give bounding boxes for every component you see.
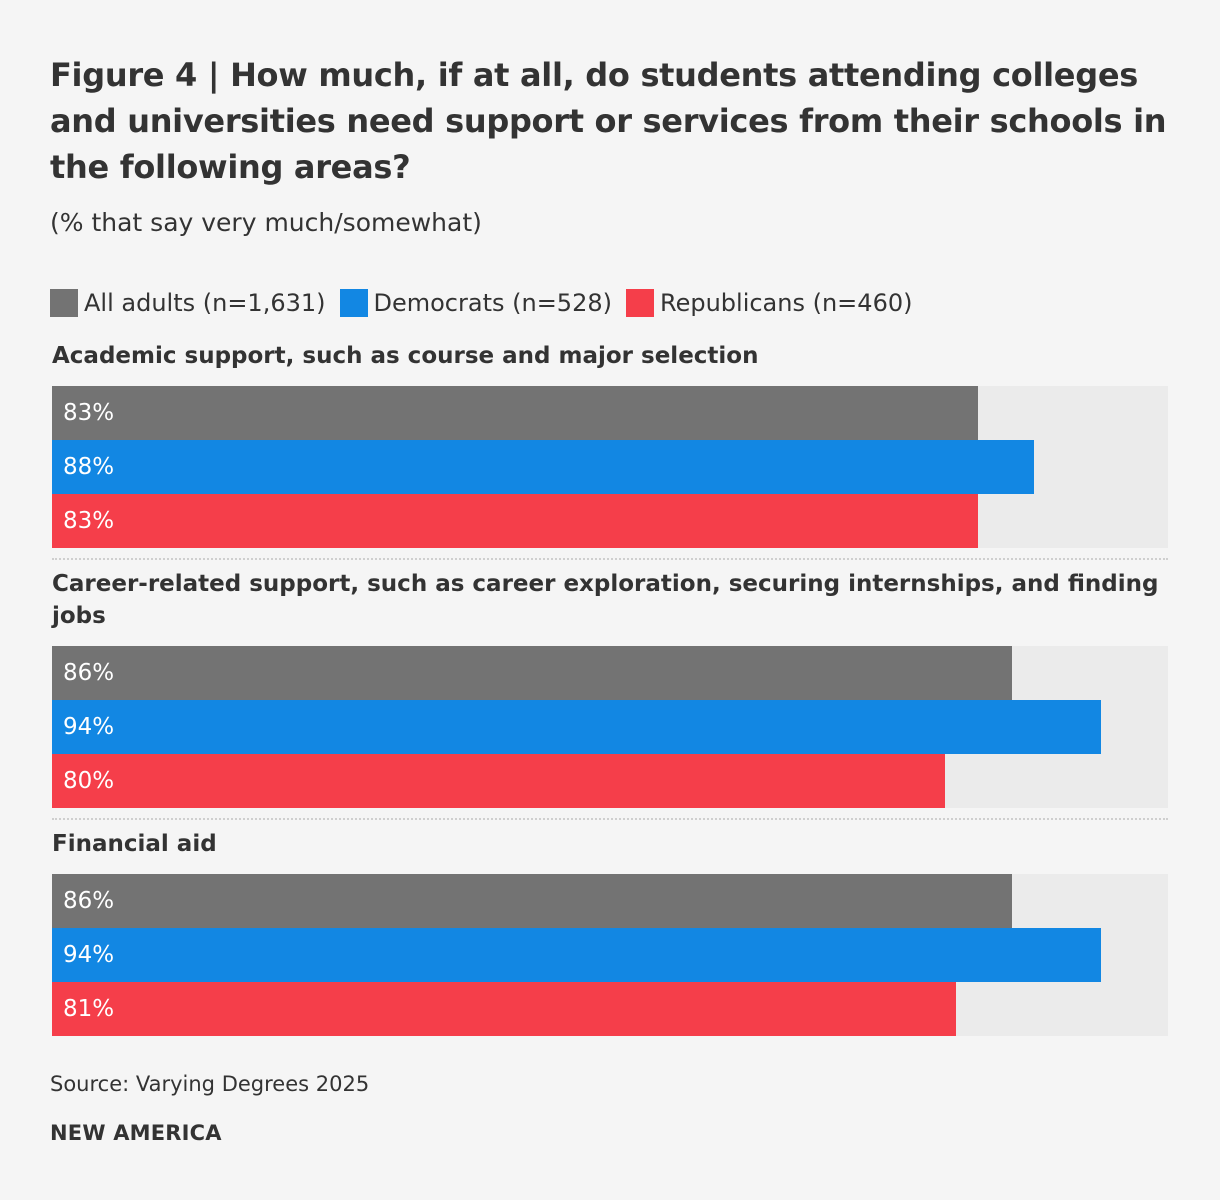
category-label: Career-related support, such as career e… xyxy=(52,571,1159,629)
data-label: 81% xyxy=(63,996,115,1022)
bar: 83% xyxy=(52,494,978,548)
group-divider xyxy=(52,558,1168,560)
bar-chart: Academic support, such as course and maj… xyxy=(52,340,1168,1036)
legend-label: All adults (n=1,631) xyxy=(84,289,326,317)
data-label: 86% xyxy=(63,660,115,686)
bar: 80% xyxy=(52,754,945,808)
legend-item: Democrats (n=528) xyxy=(339,289,612,317)
group-divider xyxy=(52,818,1168,820)
data-label: 83% xyxy=(63,400,115,426)
data-label: 86% xyxy=(63,888,115,914)
data-label: 80% xyxy=(63,768,115,794)
legend-label: Republicans (n=460) xyxy=(659,289,913,317)
bar: 94% xyxy=(52,700,1101,754)
data-label: 94% xyxy=(63,942,115,968)
bar-track: 86% 94% 80% xyxy=(52,646,1168,808)
category-label: Academic support, such as course and maj… xyxy=(52,343,759,369)
data-label: 83% xyxy=(63,508,115,534)
legend-swatch xyxy=(625,289,654,317)
data-label: 88% xyxy=(63,454,115,480)
legend-swatch xyxy=(50,289,78,317)
chart-header: Figure 4 | How much, if at all, do stude… xyxy=(50,52,1168,318)
bar: 86% xyxy=(52,646,1012,700)
bar: 81% xyxy=(52,982,956,1036)
category-label: Financial aid xyxy=(52,831,217,857)
source-note: Source: Varying Degrees 2025 xyxy=(50,1072,370,1096)
legend-swatch xyxy=(339,289,368,317)
bar: 83% xyxy=(52,386,978,440)
bar-track: 83% 88% 83% xyxy=(52,386,1168,548)
chart-title: Figure 4 | How much, if at all, do stude… xyxy=(50,56,1167,186)
legend: All adults (n=1,631) Democrats (n=528) Rep… xyxy=(50,288,1168,318)
bar: 94% xyxy=(52,928,1101,982)
legend-item: Republicans (n=460) xyxy=(625,289,913,317)
legend-item: All adults (n=1,631) xyxy=(50,289,326,317)
chart-subtitle: (% that say very much/somewhat) xyxy=(50,208,482,237)
bar-track: 86% 94% 81% xyxy=(52,874,1168,1036)
brand-logo-text: NEW AMERICA xyxy=(50,1121,222,1145)
data-label: 94% xyxy=(63,714,115,740)
legend-label: Democrats (n=528) xyxy=(373,289,612,317)
bar: 86% xyxy=(52,874,1012,928)
bar: 88% xyxy=(52,440,1034,494)
